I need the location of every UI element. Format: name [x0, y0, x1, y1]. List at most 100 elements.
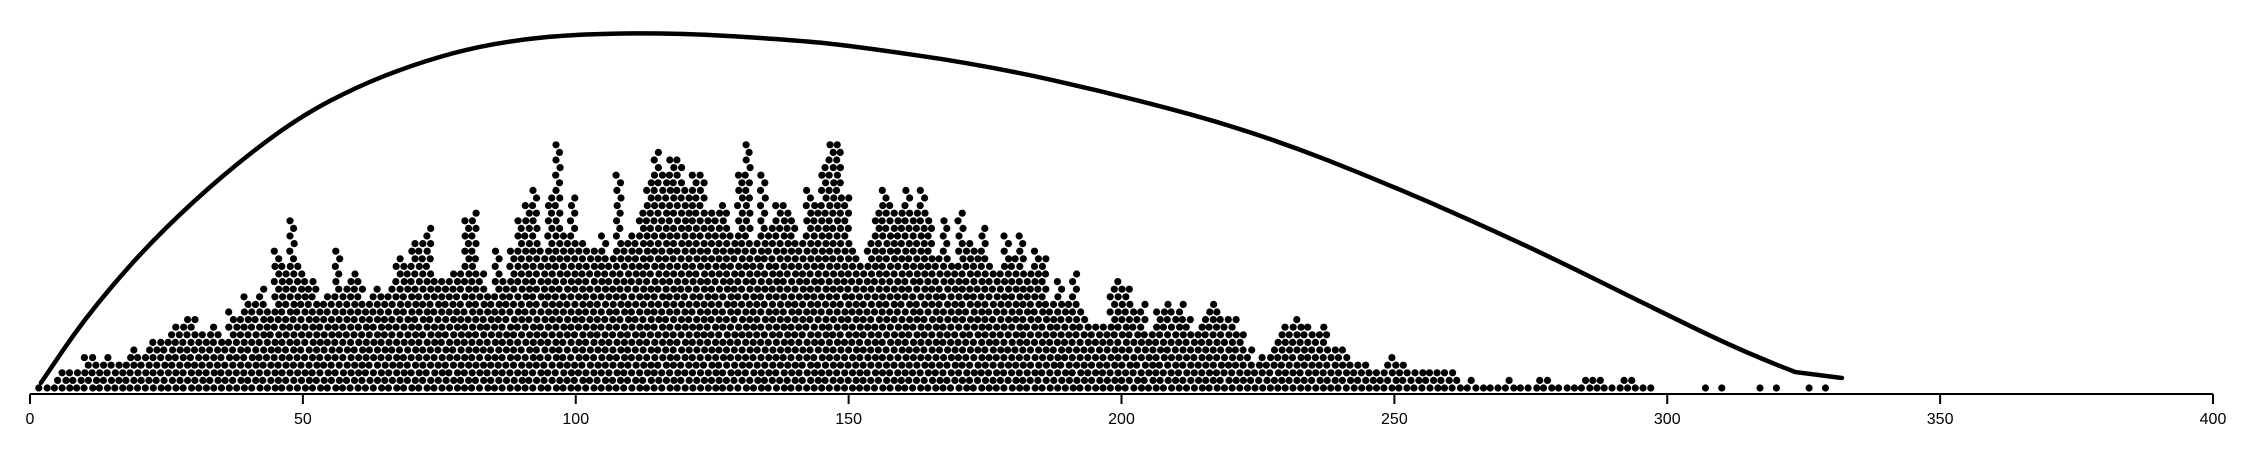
data-point [365, 331, 373, 339]
data-point [571, 224, 579, 232]
data-point [532, 285, 541, 293]
data-point [187, 323, 195, 331]
data-point [768, 255, 776, 263]
data-point [1159, 369, 1167, 377]
data-point [244, 376, 252, 384]
data-point [255, 354, 263, 362]
data-point [753, 270, 762, 278]
data-point [836, 285, 844, 293]
data-point [532, 209, 541, 217]
data-point [1137, 354, 1145, 362]
data-point [103, 369, 111, 377]
data-point [1178, 316, 1186, 324]
data-point [1577, 384, 1585, 392]
data-point [757, 278, 765, 286]
data-point [662, 194, 670, 202]
data-point [1039, 308, 1047, 316]
data-point [1061, 384, 1069, 392]
data-point [833, 202, 842, 210]
data-point [746, 224, 754, 232]
data-point [1026, 376, 1034, 384]
data-point [833, 384, 841, 392]
data-point [236, 316, 244, 324]
data-point [218, 338, 226, 346]
data-point [948, 262, 956, 270]
data-point [80, 384, 88, 392]
data-point [355, 354, 363, 362]
data-point [590, 369, 598, 377]
data-point [1338, 346, 1346, 354]
data-point [647, 316, 655, 324]
data-point [1323, 331, 1331, 339]
data-point [829, 209, 837, 217]
data-point [605, 369, 613, 377]
data-point [803, 247, 811, 255]
data-point [867, 316, 875, 324]
data-point [1236, 354, 1244, 362]
data-point [646, 224, 655, 232]
data-point [886, 293, 894, 301]
data-point [365, 346, 373, 354]
data-point [852, 285, 860, 293]
data-point [685, 346, 693, 354]
data-point [335, 270, 343, 278]
data-point [134, 369, 142, 377]
data-point [647, 194, 655, 202]
data-point [434, 376, 442, 384]
data-point [548, 285, 556, 293]
data-point [1278, 376, 1286, 384]
data-point [845, 346, 853, 354]
data-point [586, 331, 595, 339]
data-point [1172, 376, 1180, 384]
data-point [354, 278, 362, 286]
data-point [1125, 331, 1133, 339]
data-point [985, 293, 993, 301]
data-point [342, 376, 351, 384]
data-point [408, 247, 416, 255]
data-point [921, 270, 929, 278]
data-point [635, 354, 643, 362]
data-point [1015, 308, 1024, 316]
data-point [525, 376, 533, 384]
data-point [441, 331, 449, 339]
data-point [408, 323, 416, 331]
data-point [635, 262, 644, 270]
data-point [996, 331, 1004, 339]
data-point [780, 384, 788, 392]
data-point [438, 323, 446, 331]
data-point [605, 338, 613, 346]
data-point [1805, 384, 1813, 392]
data-point [890, 270, 898, 278]
data-point [868, 255, 876, 263]
data-point [757, 323, 765, 331]
data-point [1448, 384, 1456, 392]
data-point [612, 308, 620, 316]
data-point [1339, 361, 1347, 369]
data-point [643, 247, 652, 255]
data-point [350, 331, 358, 339]
data-point [327, 300, 335, 308]
data-point [579, 285, 587, 293]
data-point [635, 338, 644, 346]
data-point [917, 232, 925, 240]
data-point [84, 361, 92, 369]
data-point [985, 323, 993, 331]
data-point [886, 354, 894, 362]
data-point [761, 194, 769, 202]
data-point [141, 354, 150, 362]
data-point [875, 285, 883, 293]
data-point [248, 338, 256, 346]
data-point [331, 262, 339, 270]
data-point [788, 278, 796, 286]
data-point [304, 285, 312, 293]
data-point [1111, 346, 1119, 354]
data-point [803, 217, 811, 225]
data-point [1001, 278, 1009, 286]
data-point [891, 255, 899, 263]
data-point [427, 361, 435, 369]
data-point [810, 308, 818, 316]
data-point [967, 316, 975, 324]
data-point [787, 217, 796, 225]
data-point [624, 316, 633, 324]
data-point [529, 232, 537, 240]
